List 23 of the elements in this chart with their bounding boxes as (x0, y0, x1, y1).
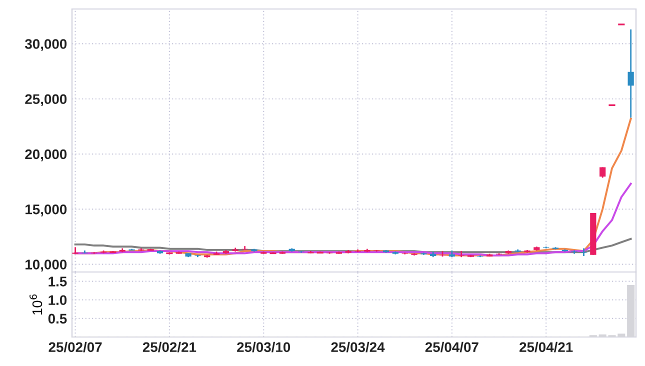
x-tick-label: 25/03/24 (331, 342, 385, 352)
y-tick-label: 0.5 (48, 314, 67, 324)
candlestick (242, 245, 248, 251)
candlestick (600, 166, 606, 178)
x-tick-label: 25/04/07 (425, 342, 478, 352)
x-tick-label: 25/04/21 (520, 342, 573, 352)
y-axis-title: 10$^{6}$ (30, 294, 42, 315)
candlestick (543, 246, 550, 249)
y-tick-label: 1.5 (48, 276, 67, 286)
y-tick-label: 10,000 (26, 260, 67, 272)
y-tick-label: 20,000 (25, 149, 67, 162)
candlestick (571, 250, 578, 254)
x-tick-label: 25/03/10 (237, 342, 290, 352)
y-tick-label: 1.0 (48, 295, 67, 306)
x-tick-label: 25/02/07 (48, 342, 102, 352)
candlestick (628, 28, 634, 118)
candlestick (458, 250, 464, 258)
y-tick-label: 25,000 (25, 94, 67, 106)
y-tick-label: 15,000 (26, 204, 67, 216)
candlestick (402, 252, 408, 256)
candlestick (580, 248, 587, 257)
x-tick-label: 25/02/21 (142, 342, 196, 352)
y-tick-label: 30,000 (24, 39, 67, 51)
